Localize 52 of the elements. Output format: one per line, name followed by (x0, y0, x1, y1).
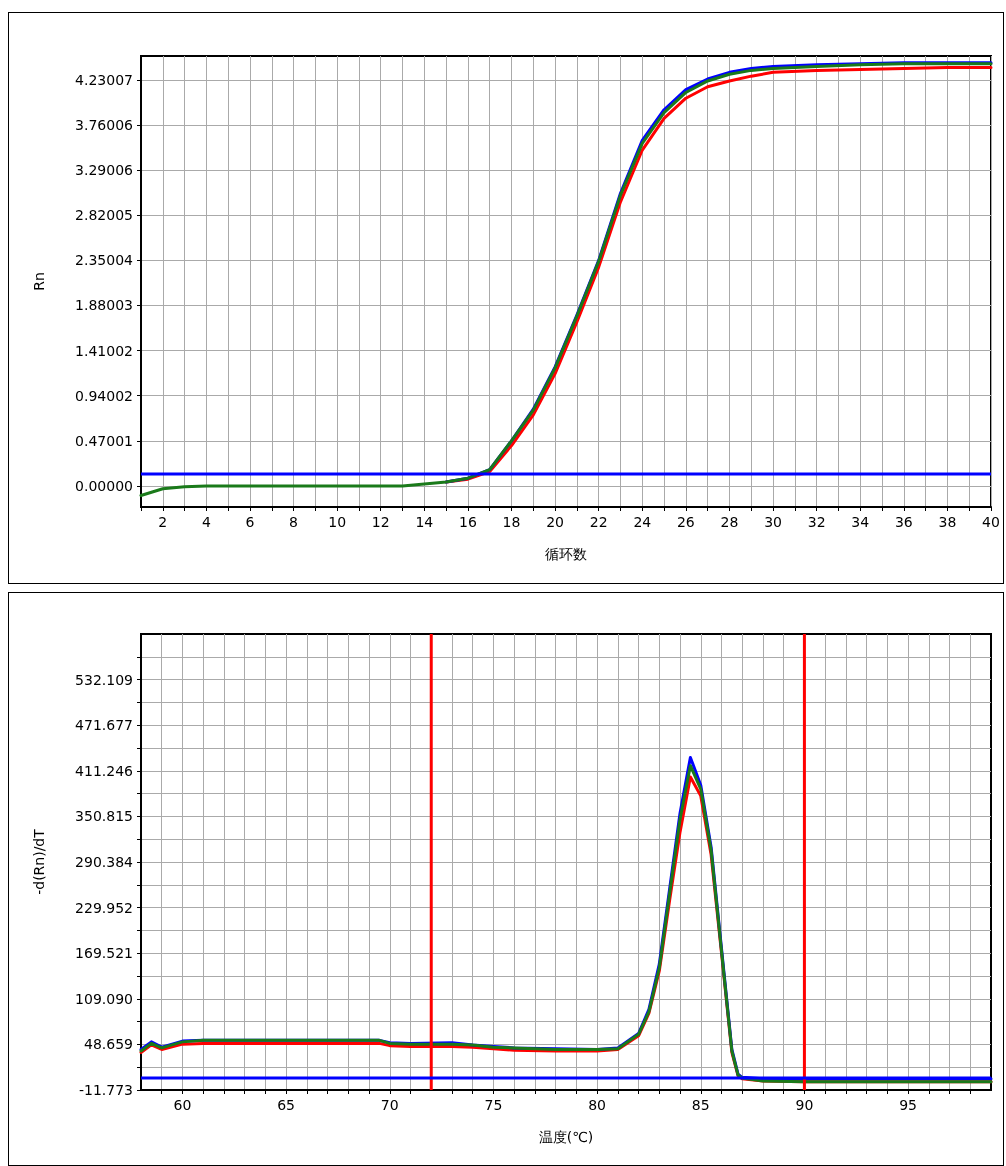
x-tick-label: 38 (938, 514, 957, 530)
y-tick-label: 3.76006 (75, 117, 134, 134)
y-tick-label: 532.109 (75, 671, 133, 688)
y-tick-label: 109.090 (75, 990, 133, 1007)
x-tick-label: 16 (459, 514, 477, 530)
y-tick-label: -11.773 (78, 1082, 133, 1098)
x-tick-label: 12 (371, 514, 390, 530)
y-tick-label: 0.94002 (75, 387, 133, 404)
x-tick-label: 8 (289, 514, 299, 530)
x-axis-title: 循环数 (545, 546, 587, 562)
x-tick-label: 26 (676, 514, 695, 530)
y-tick-label: 2.82005 (75, 207, 133, 224)
y-axis-title: -d(Rn)/dT (31, 828, 47, 895)
x-tick-label: 24 (633, 514, 652, 530)
x-tick-label: 70 (380, 1097, 399, 1113)
y-tick-label: 3.29006 (75, 162, 134, 179)
x-tick-label: 2 (158, 514, 168, 530)
x-tick-label: 75 (484, 1097, 503, 1113)
x-tick-label: 30 (764, 514, 782, 530)
x-tick-label: 95 (899, 1097, 917, 1113)
y-tick-label: 350.815 (75, 808, 133, 825)
x-tick-label: 65 (277, 1097, 296, 1113)
x-tick-label: 6 (245, 514, 255, 530)
y-tick-label: 1.41002 (75, 342, 133, 359)
x-tick-label: 28 (720, 514, 739, 530)
y-tick-label: 1.88003 (75, 297, 133, 314)
x-tick-label: 10 (328, 514, 347, 530)
x-tick-label: 32 (807, 514, 826, 530)
x-tick-label: 80 (588, 1097, 607, 1113)
x-tick-label: 14 (415, 514, 434, 530)
y-axis-title: Rn (31, 272, 47, 291)
x-tick-label: 18 (502, 514, 521, 530)
x-tick-label: 40 (982, 514, 1000, 530)
x-tick-label: 22 (589, 514, 608, 530)
y-tick-label: 471.677 (75, 717, 133, 734)
x-tick-label: 85 (691, 1097, 710, 1113)
y-tick-label: 4.23007 (75, 71, 133, 88)
y-tick-label: 0.47001 (75, 432, 133, 449)
x-tick-label: 34 (851, 514, 870, 530)
x-tick-label: 36 (894, 514, 913, 530)
x-tick-label: 90 (795, 1097, 814, 1113)
x-tick-label: 4 (201, 514, 211, 530)
y-tick-label: 169.521 (75, 945, 133, 962)
y-tick-label: 411.246 (75, 762, 134, 779)
x-tick-label: 20 (546, 514, 565, 530)
y-tick-label: 290.384 (75, 854, 134, 870)
y-tick-label: 48.659 (84, 1036, 133, 1053)
x-tick-label: 60 (173, 1097, 192, 1113)
y-tick-label: 2.35004 (75, 252, 134, 269)
y-tick-label: 0.00000 (75, 477, 133, 494)
y-tick-label: 229.952 (75, 899, 133, 916)
x-axis-title: 温度(℃) (538, 1129, 594, 1145)
